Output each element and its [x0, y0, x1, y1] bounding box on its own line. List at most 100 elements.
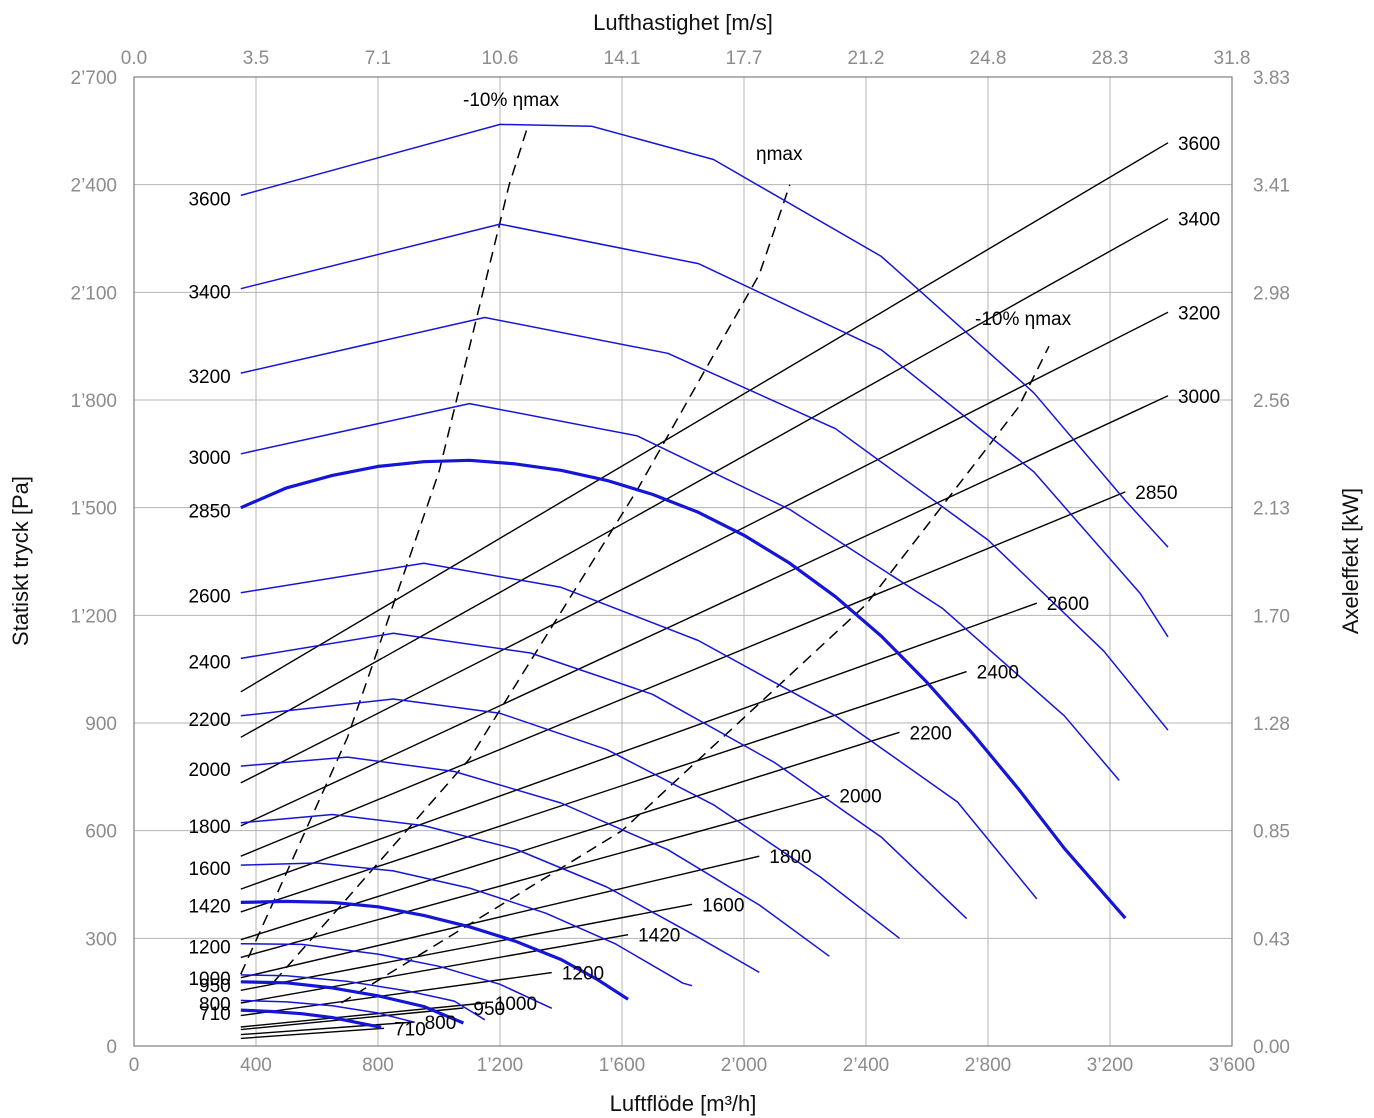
power-line-label: 2600 [1047, 594, 1089, 615]
x-tick-label: 3’600 [1209, 1055, 1256, 1076]
x-tick-label: 800 [362, 1055, 394, 1076]
power-line [240, 903, 693, 991]
power-line-label: 950 [473, 999, 505, 1020]
x2-tick-label: 14.1 [604, 48, 641, 69]
x2-tick-label: 0.0 [121, 48, 147, 69]
pressure-curve-label: 2600 [188, 587, 230, 608]
power-line-label: 800 [425, 1013, 457, 1034]
pressure-curve-label: 3200 [188, 367, 230, 388]
y2-tick-label: 1.28 [1253, 714, 1290, 735]
x2-tick-label: 10.6 [482, 48, 519, 69]
efficiency-line [341, 345, 1050, 1004]
power-line [240, 1002, 485, 1028]
plot-frame [133, 76, 1233, 1047]
pressure-curve-label: 1200 [188, 938, 230, 959]
pressure-curve [240, 899, 629, 1001]
pressure-curve-label: 950 [199, 976, 231, 997]
power-line [240, 602, 1038, 890]
pressure-curve-label: 2850 [188, 502, 230, 523]
y2-tick-label: 0.85 [1253, 822, 1290, 843]
power-line [240, 1027, 385, 1040]
x-tick-label: 0 [129, 1055, 140, 1076]
y2-tick-label: 3.41 [1253, 176, 1290, 197]
pressure-curve [240, 1008, 382, 1029]
pressure-curve [240, 980, 465, 1025]
power-line-label: 1600 [702, 895, 744, 916]
x2-tick-label: 24.8 [970, 48, 1007, 69]
pressure-curve-label: 710 [199, 1004, 231, 1025]
power-line-label: 710 [394, 1019, 426, 1040]
power-line [240, 491, 1126, 857]
power-line [240, 971, 552, 1017]
pressure-curve [240, 402, 1120, 781]
pressure-curve [240, 632, 968, 920]
y-tick-label: 900 [85, 714, 117, 735]
power-line [240, 855, 760, 979]
pressure-curve [240, 999, 415, 1024]
pressure-curve [240, 316, 1169, 731]
x-tick-label: 1’600 [599, 1055, 646, 1076]
x-axis-title: Luftflöde [m³/h] [610, 1091, 757, 1116]
y-tick-label: 1’200 [71, 606, 118, 627]
pressure-curve-label: 800 [199, 994, 231, 1015]
y2-tick-label: 0.43 [1253, 929, 1290, 950]
power-line [240, 1021, 415, 1036]
pressure-curve-label: 1000 [188, 969, 230, 990]
pressure-curve-label: 1800 [188, 817, 230, 838]
y-tick-label: 300 [85, 929, 117, 950]
efficiency-line [273, 184, 791, 982]
power-line [240, 934, 629, 1004]
pressure-curve-label: 1600 [188, 859, 230, 880]
pressure-curve [240, 223, 1169, 638]
y-tick-label: 2’700 [71, 68, 118, 89]
power-line [240, 395, 1169, 827]
power-line [240, 311, 1169, 784]
y-tick-label: 1’500 [71, 499, 118, 520]
annotation-etamax: ηmax [756, 144, 803, 165]
pressure-curve [240, 862, 693, 987]
y2-tick-label: 2.98 [1253, 283, 1290, 304]
power-line-label: 1200 [562, 964, 604, 985]
y-axis-title: Statiskt tryck [Pa] [8, 476, 33, 646]
pressure-curve [240, 458, 1127, 920]
x-tick-label: 2’000 [721, 1055, 768, 1076]
power-line [240, 142, 1169, 693]
power-line [240, 218, 1169, 738]
power-line-label: 2000 [839, 787, 881, 808]
y-tick-label: 2’400 [71, 176, 118, 197]
pressure-curve-label: 3600 [188, 189, 230, 210]
efficiency-line [240, 126, 529, 975]
pressure-curve-label: 2200 [188, 710, 230, 731]
annotation-10pct-right: -10% ηmax [975, 309, 1072, 330]
y2-tick-label: 1.70 [1253, 606, 1290, 627]
y-tick-label: 600 [85, 822, 117, 843]
pressure-curve [240, 123, 1169, 548]
x-tick-label: 1’200 [477, 1055, 524, 1076]
power-line-label: 3400 [1178, 210, 1220, 231]
y2-tick-label: 2.13 [1253, 499, 1290, 520]
x-tick-label: 400 [240, 1055, 272, 1076]
y-tick-label: 0 [106, 1037, 117, 1058]
y2-tick-label: 2.56 [1253, 391, 1290, 412]
power-line-label: 1420 [638, 926, 680, 947]
power-line [240, 1007, 464, 1031]
tick-labels: 0 400 800 1’200 1’600 2’000 2’400 2’800 3’200 3’6… [71, 48, 1290, 1076]
y-tick-label: 1’800 [71, 391, 118, 412]
y2-tick-label: 3.83 [1253, 68, 1290, 89]
pressure-curve-label: 3400 [188, 283, 230, 304]
power-line-label: 3000 [1178, 387, 1220, 408]
x2-tick-label: 3.5 [243, 48, 269, 69]
pressure-curve [240, 974, 486, 1021]
power-line [240, 794, 830, 959]
y2-tick-label: 0.00 [1253, 1037, 1290, 1058]
pressure-curve [240, 698, 900, 939]
pressure-curve-label: 2000 [188, 760, 230, 781]
pressure-curve [240, 562, 1038, 900]
power-line [240, 731, 900, 941]
pressure-curve [240, 942, 553, 1009]
pressure-curve [240, 813, 760, 974]
power-line-label: 2400 [977, 663, 1019, 684]
x-tick-label: 2’400 [843, 1055, 890, 1076]
power-line-label: 3600 [1178, 134, 1220, 155]
